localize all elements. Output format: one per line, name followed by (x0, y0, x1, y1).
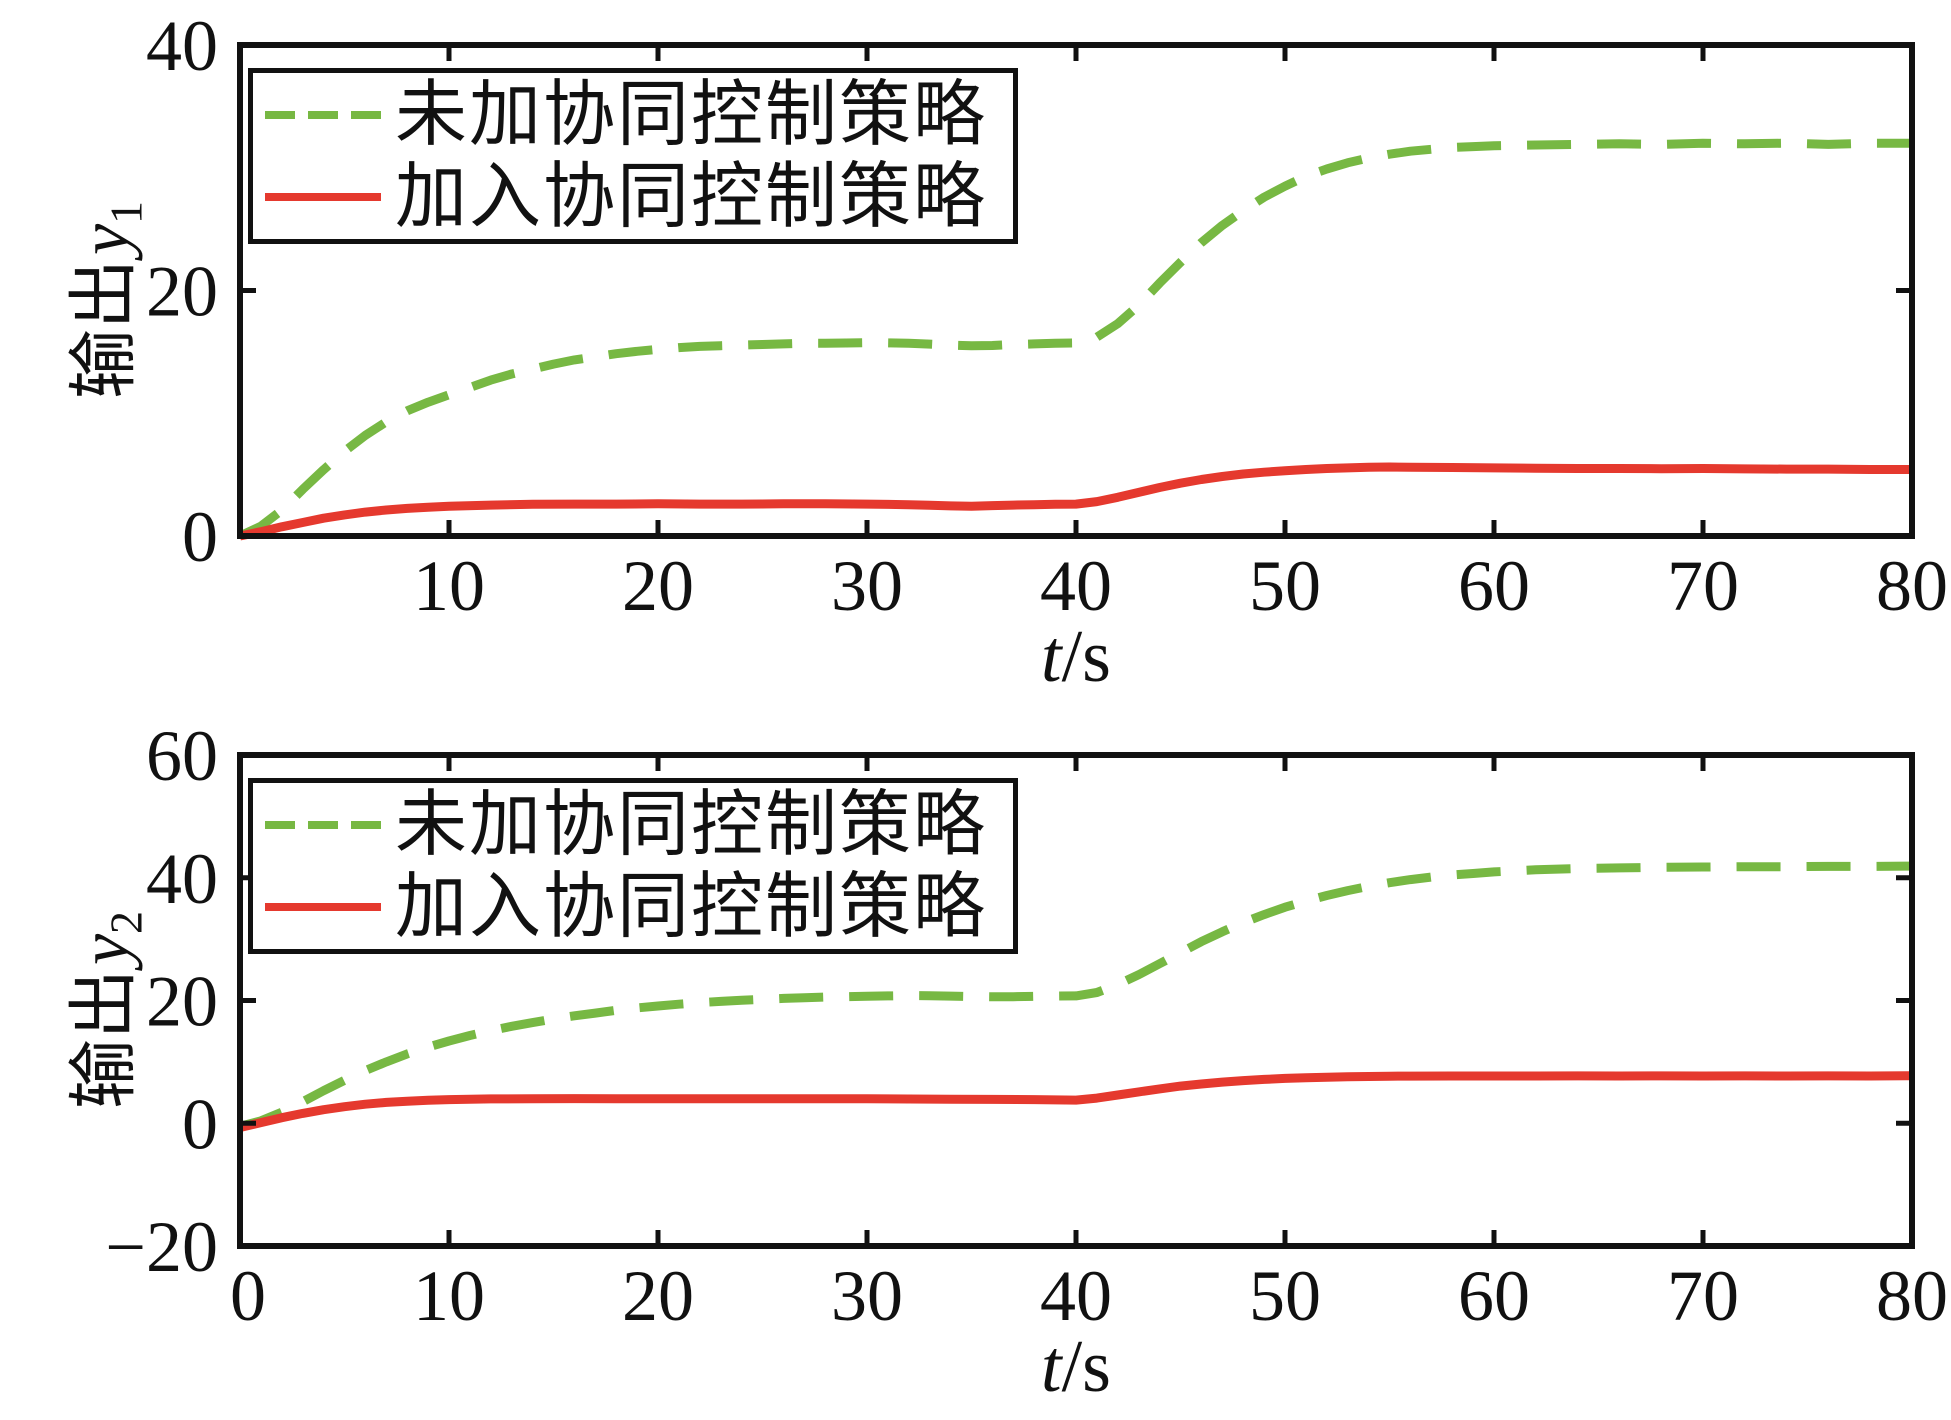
curve-uncoordinated (238, 861, 1913, 1131)
x-tick-label: 50 (1249, 546, 1321, 626)
x-tick-label: 20 (622, 546, 694, 626)
y-tick-label: 60 (146, 716, 218, 796)
x-axis-label-unit: /s (1061, 616, 1111, 698)
legend-item-uncoordinated: 未加协同控制策略 (265, 79, 1013, 151)
x-tick-label: 10 (413, 1256, 485, 1336)
x-tick-label: 40 (1040, 1256, 1112, 1336)
legend-y2: 未加协同控制策略 加入协同控制策略 (248, 778, 1018, 954)
curve-coordinated (238, 1071, 1913, 1132)
curve-coordinated (239, 462, 1912, 541)
y-axis-label-subscript: 2 (100, 910, 152, 934)
x-axis-label-var: t (1041, 616, 1062, 698)
y-axis-label-text: 输出 (66, 259, 144, 400)
y-axis-label-subscript: 1 (100, 200, 152, 224)
legend-y1: 未加协同控制策略 加入协同控制策略 (248, 68, 1018, 244)
y-axis-label-y1: 输出y1 (48, 201, 153, 399)
legend-label-coordinated: 加入协同控制策略 (395, 867, 988, 947)
y-tick-label: 0 (182, 497, 218, 577)
legend-label-uncoordinated: 未加协同控制策略 (395, 785, 988, 865)
x-tick-label: 10 (413, 546, 485, 626)
x-tick-label: 80 (1876, 1256, 1948, 1336)
x-axis-label-var: t (1041, 1326, 1062, 1408)
y-axis-label-var: y (66, 933, 144, 966)
curve-uncoordinated (238, 138, 1912, 541)
legend-solid-line-sample (265, 193, 381, 201)
chart-y2: 0 10 20 30 40 50 60 70 80 −20 0 20 40 60 输出y2 未加协同控制策… (0, 710, 1951, 1420)
legend-item-coordinated: 加入协同控制策略 (265, 871, 1013, 943)
x-tick-label: 70 (1667, 1256, 1739, 1336)
x-tick-label: 30 (831, 546, 903, 626)
y-axis-label-y2: 输出y2 (48, 911, 153, 1109)
x-tick-label: 0 (230, 1256, 266, 1336)
y-axis-label-text: 输出 (66, 969, 144, 1110)
x-tick-label: 30 (831, 1256, 903, 1336)
y-tick-label: 20 (146, 962, 218, 1042)
x-axis-label-y2: t/s (1041, 1325, 1111, 1410)
y-tick-label: 20 (146, 252, 218, 332)
legend-item-uncoordinated: 未加协同控制策略 (265, 789, 1013, 861)
legend-dashed-line-sample (265, 111, 381, 119)
legend-item-coordinated: 加入协同控制策略 (265, 161, 1013, 233)
x-tick-label: 60 (1458, 1256, 1530, 1336)
x-axis-label-y1: t/s (1041, 615, 1111, 700)
x-tick-label: 50 (1249, 1256, 1321, 1336)
y-tick-label: 40 (146, 6, 218, 86)
x-tick-label: 70 (1667, 546, 1739, 626)
y-axis-label-var: y (66, 223, 144, 256)
y-tick-label: 0 (182, 1084, 218, 1164)
x-tick-label: 20 (622, 1256, 694, 1336)
legend-solid-line-sample (265, 903, 381, 911)
chart-y1: 10 20 30 40 50 60 70 80 0 20 40 输出y1 未加协同控制策略 加入协同… (48, 6, 1949, 700)
legend-label-coordinated: 加入协同控制策略 (395, 157, 988, 237)
x-tick-label: 80 (1876, 546, 1948, 626)
legend-dashed-line-sample (265, 821, 381, 829)
plot-area-y1: 10 20 30 40 50 60 70 80 0 20 40 (146, 6, 1948, 626)
x-tick-label: 60 (1458, 546, 1530, 626)
y-tick-label: −20 (105, 1207, 218, 1287)
x-axis-label-unit: /s (1061, 1326, 1111, 1408)
y-tick-label: 40 (146, 839, 218, 919)
legend-label-uncoordinated: 未加协同控制策略 (395, 75, 988, 155)
x-tick-label: 40 (1040, 546, 1112, 626)
